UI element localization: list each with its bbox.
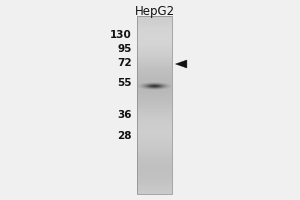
Bar — [136, 105, 172, 107]
Bar — [136, 176, 172, 178]
Bar — [136, 150, 172, 152]
Bar — [136, 27, 172, 29]
Bar — [136, 109, 172, 112]
Bar — [136, 45, 172, 47]
Bar — [136, 67, 172, 69]
Bar — [136, 174, 172, 176]
Bar — [136, 65, 172, 67]
Bar — [136, 192, 172, 194]
Bar — [136, 98, 172, 101]
Bar — [136, 101, 172, 103]
Bar — [136, 32, 172, 34]
Bar — [136, 181, 172, 183]
Bar — [136, 178, 172, 181]
Bar — [136, 132, 172, 134]
Bar — [136, 121, 172, 123]
Bar — [136, 138, 172, 141]
Bar — [136, 52, 172, 54]
Bar — [136, 25, 172, 27]
Bar — [136, 34, 172, 36]
Bar — [136, 40, 172, 43]
Bar — [136, 23, 172, 25]
Bar — [136, 136, 172, 138]
Bar — [136, 49, 172, 52]
Text: 36: 36 — [118, 110, 132, 120]
Bar — [136, 163, 172, 165]
Bar — [136, 103, 172, 105]
Bar — [136, 29, 172, 32]
Bar — [136, 112, 172, 114]
Bar — [136, 69, 172, 72]
Bar — [136, 89, 172, 92]
Bar — [136, 161, 172, 163]
Bar — [136, 167, 172, 170]
Text: 130: 130 — [110, 30, 132, 40]
Bar — [136, 60, 172, 63]
Bar — [136, 87, 172, 89]
Bar — [136, 58, 172, 60]
Bar — [136, 38, 172, 40]
Bar — [136, 56, 172, 58]
Bar — [136, 72, 172, 74]
Bar — [136, 125, 172, 127]
Bar — [136, 123, 172, 125]
Bar — [136, 107, 172, 109]
Bar — [136, 165, 172, 167]
Bar — [136, 118, 172, 121]
Text: 95: 95 — [118, 44, 132, 54]
Bar — [136, 96, 172, 98]
Bar — [136, 127, 172, 129]
Bar — [136, 145, 172, 147]
Bar — [136, 152, 172, 154]
Bar — [136, 16, 172, 18]
Bar — [136, 156, 172, 158]
Bar — [136, 81, 172, 83]
Text: 72: 72 — [117, 58, 132, 68]
Bar — [136, 92, 172, 94]
Bar — [136, 74, 172, 76]
Bar — [136, 94, 172, 96]
Bar — [136, 85, 172, 87]
Bar — [136, 143, 172, 145]
Bar — [136, 154, 172, 156]
Bar — [136, 134, 172, 136]
Bar — [136, 172, 172, 174]
Bar — [136, 185, 172, 187]
Bar — [136, 47, 172, 49]
Bar — [136, 170, 172, 172]
Bar — [136, 18, 172, 20]
Bar — [136, 187, 172, 190]
Text: HepG2: HepG2 — [134, 5, 175, 19]
Bar — [136, 141, 172, 143]
Bar — [136, 183, 172, 185]
Bar — [136, 190, 172, 192]
Bar — [136, 54, 172, 56]
Text: 55: 55 — [118, 78, 132, 88]
Bar — [136, 76, 172, 78]
Bar — [136, 158, 172, 161]
Bar — [136, 83, 172, 85]
Bar — [136, 129, 172, 132]
Bar — [136, 20, 172, 23]
Bar — [136, 36, 172, 38]
Bar — [136, 16, 172, 194]
Bar — [136, 43, 172, 45]
Polygon shape — [176, 60, 187, 68]
Bar — [136, 78, 172, 81]
Bar — [136, 147, 172, 149]
Bar — [136, 114, 172, 116]
Bar — [136, 63, 172, 65]
Text: 28: 28 — [118, 131, 132, 141]
Bar — [136, 116, 172, 118]
